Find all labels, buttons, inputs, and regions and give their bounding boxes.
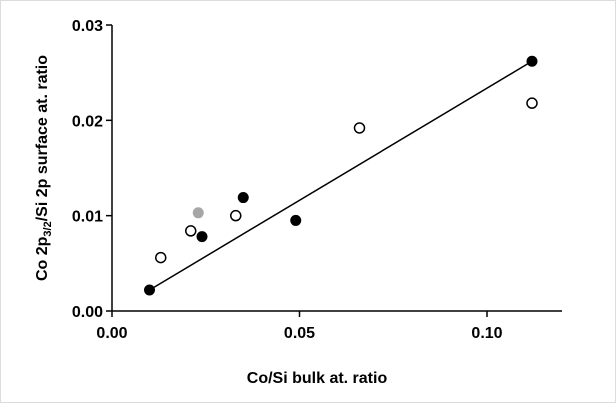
y-axis-title-suffix: /Si 2p surface at. ratio xyxy=(34,55,51,222)
data-point-filled-circle xyxy=(290,214,302,226)
data-point-open-circle xyxy=(526,97,538,109)
data-point-gray-circle xyxy=(192,207,204,219)
tick-marks xyxy=(106,24,488,317)
y-axis-title-subscript: 3/2 xyxy=(42,221,54,236)
x-tick-label: 0.10 xyxy=(471,325,502,342)
y-tick-label: 0.02 xyxy=(72,113,103,130)
x-tick-label: 0.00 xyxy=(96,325,127,342)
y-tick-label: 0.03 xyxy=(72,18,103,35)
trendline xyxy=(149,60,533,291)
y-axis-title-prefix: Co 2p xyxy=(34,236,51,281)
data-point-filled-circle xyxy=(144,284,155,296)
y-axis-title: Co 2p3/2/Si 2p surface at. ratio xyxy=(34,55,54,281)
x-tick-label: 0.05 xyxy=(284,325,315,342)
data-point-filled-circle xyxy=(237,192,249,204)
data-point-filled-circle xyxy=(526,55,538,67)
axes xyxy=(111,25,562,312)
data-point-filled-circle xyxy=(196,231,208,243)
y-tick-label: 0.00 xyxy=(72,304,103,321)
x-axis-title: Co/Si bulk at. ratio xyxy=(247,370,388,387)
data-point-open-circle xyxy=(155,251,167,264)
data-point-open-circle xyxy=(353,122,366,134)
data-points xyxy=(144,55,538,296)
y-tick-label: 0.01 xyxy=(72,209,103,226)
data-point-open-circle xyxy=(230,209,242,222)
data-point-open-circle xyxy=(185,225,197,237)
tick-labels: 0.00 0.01 0.02 0.03 0.00 0.05 0.10 xyxy=(72,18,503,342)
